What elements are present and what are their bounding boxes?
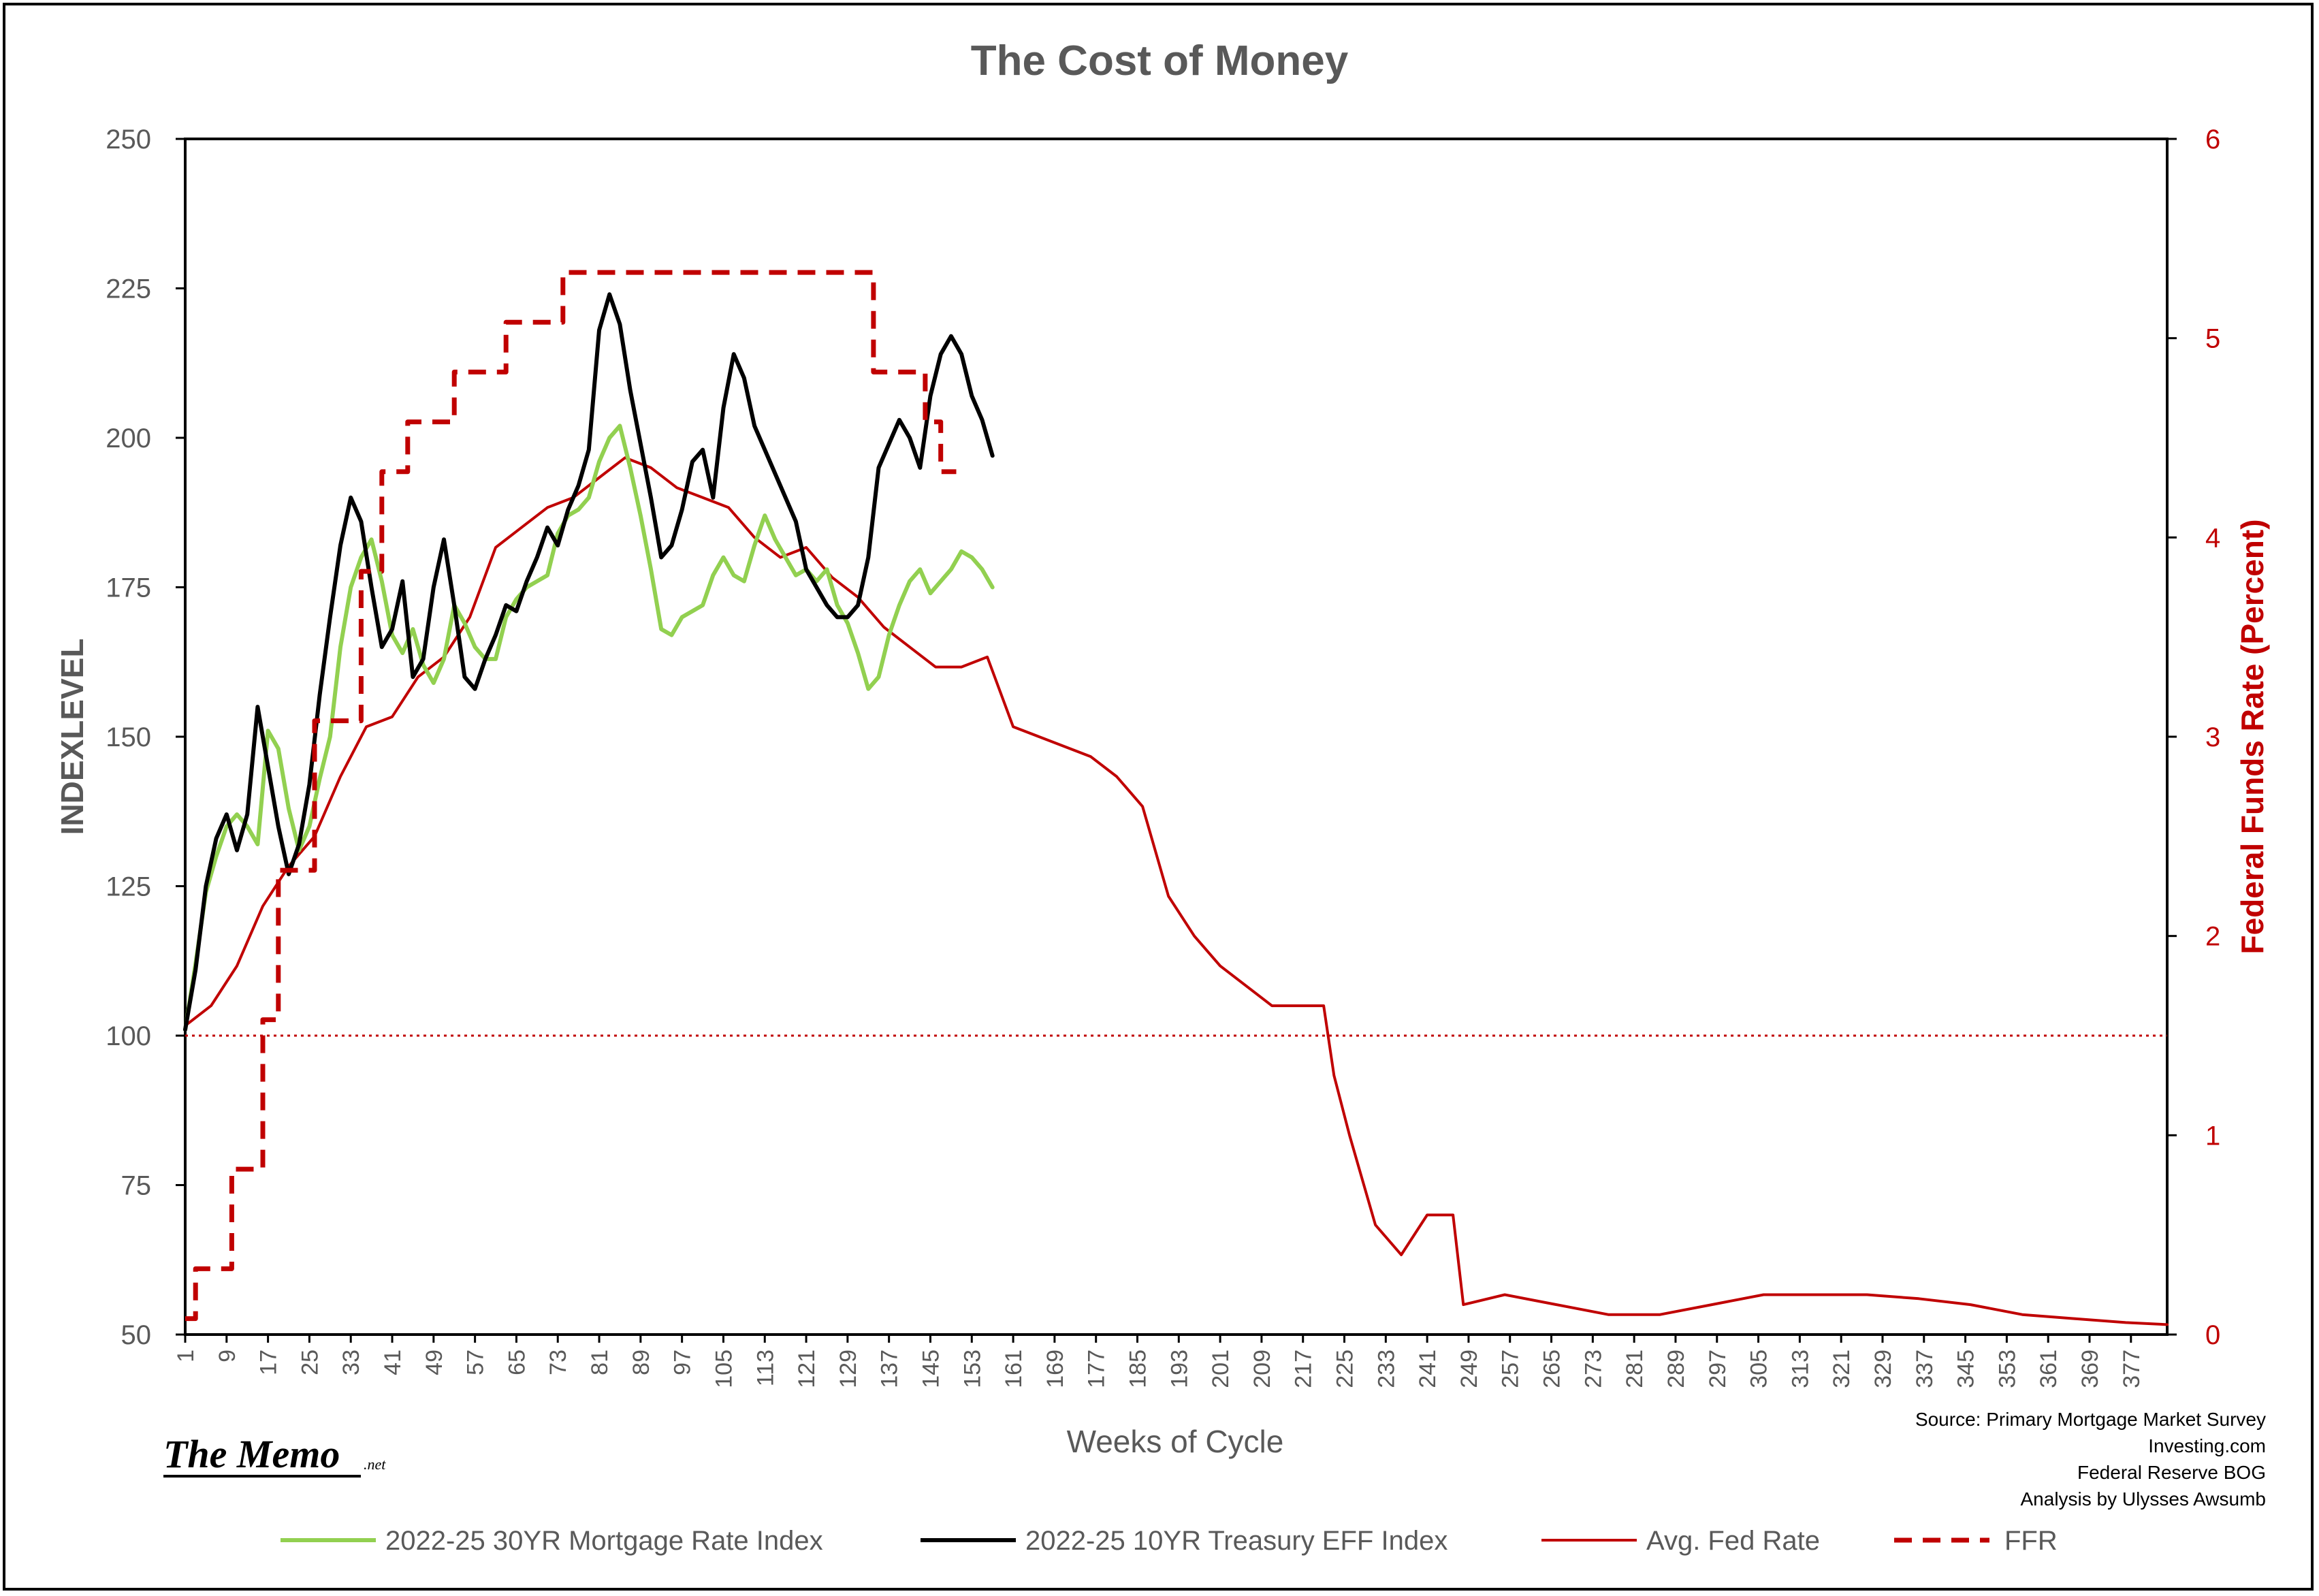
source-notes: Source: Primary Mortgage Market Survey I… xyxy=(1915,1409,2266,1510)
x-axis-ticks: 1 9 17 25 33 41 49 57 65 73 81 89 97 105 113 121 129 137 1… xyxy=(173,1335,2145,1388)
x-tick-label: 113 xyxy=(752,1350,778,1386)
x-tick-label: 201 xyxy=(1208,1350,1234,1388)
x-tick-label: 209 xyxy=(1249,1350,1275,1388)
x-tick-label: 337 xyxy=(1912,1350,1938,1388)
x-tick-label: 65 xyxy=(504,1350,530,1375)
x-tick-label: 169 xyxy=(1042,1350,1068,1388)
y-axis-label: INDEXLEVEL xyxy=(54,639,90,835)
x-tick-label: 161 xyxy=(1001,1350,1027,1388)
x-tick-label: 185 xyxy=(1125,1350,1151,1388)
y-tick-label: 125 xyxy=(106,872,151,902)
x-tick-label: 193 xyxy=(1166,1350,1192,1388)
y2-tick-label: 0 xyxy=(2205,1320,2220,1350)
series-treasury-line xyxy=(183,292,995,1032)
x-tick-label: 57 xyxy=(463,1350,489,1375)
x-tick-label: 25 xyxy=(297,1350,323,1375)
brand-name: The Memo xyxy=(163,1432,340,1476)
x-tick-label: 89 xyxy=(628,1350,654,1375)
x-tick-label: 329 xyxy=(1870,1350,1896,1388)
source-line: Investing.com xyxy=(2148,1435,2266,1456)
chart-frame xyxy=(3,3,2314,1591)
x-tick-label: 249 xyxy=(1456,1350,1482,1388)
legend-label-treasury: 2022-25 10YR Treasury EFF Index xyxy=(1025,1526,1448,1556)
x-tick-label: 257 xyxy=(1498,1350,1524,1388)
y-axis-right-ticks: 0 1 2 3 4 5 6 xyxy=(2167,125,2220,1350)
x-tick-label: 41 xyxy=(380,1350,406,1375)
y-tick-label: 100 xyxy=(106,1021,151,1051)
x-tick-label: 217 xyxy=(1291,1350,1317,1388)
y2-tick-label: 2 xyxy=(2205,922,2220,952)
x-tick-label: 9 xyxy=(214,1350,240,1362)
x-tick-label: 345 xyxy=(1953,1350,1979,1388)
x-tick-label: 145 xyxy=(918,1350,944,1388)
x-tick-label: 305 xyxy=(1746,1350,1772,1388)
x-tick-label: 281 xyxy=(1622,1350,1648,1388)
x-tick-label: 121 xyxy=(794,1350,820,1388)
x-tick-label: 265 xyxy=(1539,1350,1565,1388)
x-tick-label: 225 xyxy=(1332,1350,1358,1388)
series-group xyxy=(183,270,2169,1326)
y-tick-label: 250 xyxy=(106,125,151,155)
legend-label-mortgage: 2022-25 30YR Mortgage Rate Index xyxy=(385,1526,823,1556)
y-tick-label: 200 xyxy=(106,424,151,453)
x-tick-label: 129 xyxy=(835,1350,861,1388)
x-tick-label: 73 xyxy=(545,1350,571,1375)
x-tick-label: 105 xyxy=(711,1350,737,1388)
y-axis-left-ticks: 50 75 100 125 150 175 200 225 250 xyxy=(106,125,185,1350)
source-line: Federal Reserve BOG xyxy=(2077,1462,2266,1483)
x-tick-label: 313 xyxy=(1787,1350,1813,1388)
x-tick-label: 153 xyxy=(959,1350,985,1388)
y-tick-label: 75 xyxy=(121,1171,152,1201)
y2-tick-label: 6 xyxy=(2205,125,2220,155)
x-axis-label: Weeks of Cycle xyxy=(1067,1424,1284,1459)
x-tick-label: 233 xyxy=(1373,1350,1399,1388)
x-tick-label: 377 xyxy=(2119,1350,2145,1388)
x-tick-label: 33 xyxy=(338,1350,364,1375)
x-tick-label: 1 xyxy=(173,1350,199,1362)
y2-axis-label: Federal Funds Rate (Percent) xyxy=(2235,519,2270,954)
brand-logo: The Memo .net xyxy=(163,1432,386,1478)
x-tick-label: 273 xyxy=(1580,1350,1606,1388)
x-tick-label: 361 xyxy=(2036,1350,2062,1388)
y2-tick-label: 4 xyxy=(2205,523,2220,553)
y-tick-label: 225 xyxy=(106,274,151,304)
y2-tick-label: 3 xyxy=(2205,722,2220,752)
y-tick-label: 50 xyxy=(121,1320,152,1350)
x-tick-label: 137 xyxy=(877,1350,903,1388)
x-tick-label: 49 xyxy=(421,1350,447,1375)
series-avg-fed-line xyxy=(184,456,2169,1326)
x-tick-label: 297 xyxy=(1705,1350,1731,1388)
y2-tick-label: 5 xyxy=(2205,324,2220,354)
y2-tick-label: 1 xyxy=(2205,1121,2220,1151)
source-line: Analysis by Ulysses Awsumb xyxy=(2021,1488,2267,1510)
legend-label-ffr: FFR xyxy=(2004,1526,2058,1556)
x-tick-label: 17 xyxy=(256,1350,282,1375)
source-line: Source: Primary Mortgage Market Survey xyxy=(1915,1409,2266,1430)
brand-suffix: .net xyxy=(364,1456,386,1473)
plot-area xyxy=(184,138,2169,1336)
legend: 2022-25 30YR Mortgage Rate Index 2022-25… xyxy=(281,1526,2058,1556)
x-tick-label: 321 xyxy=(1829,1350,1855,1388)
y-tick-label: 175 xyxy=(106,573,151,603)
x-tick-label: 81 xyxy=(587,1350,613,1375)
chart-title: The Cost of Money xyxy=(971,37,1349,84)
x-tick-label: 289 xyxy=(1663,1350,1689,1388)
x-tick-label: 353 xyxy=(1994,1350,2020,1388)
y-tick-label: 150 xyxy=(106,722,151,752)
series-ffr-line xyxy=(185,270,957,1322)
x-tick-label: 177 xyxy=(1084,1350,1110,1388)
x-tick-label: 97 xyxy=(670,1350,696,1375)
series-mortgage-line xyxy=(183,424,995,1032)
legend-label-avg-fed: Avg. Fed Rate xyxy=(1646,1526,1820,1556)
x-tick-label: 241 xyxy=(1415,1350,1441,1388)
x-tick-label: 369 xyxy=(2077,1350,2103,1388)
